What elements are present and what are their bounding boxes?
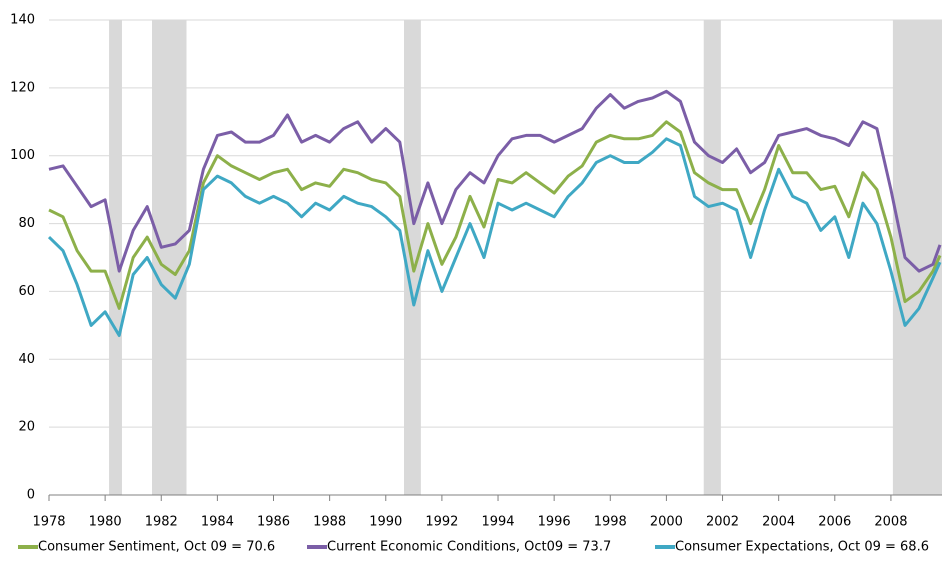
x-tick-label: 1990 [369, 515, 402, 530]
x-tick-label: 1986 [257, 515, 290, 530]
legend-label: Current Economic Conditions, Oct09 = 73.… [327, 540, 611, 555]
y-tick-label: 0 [27, 488, 35, 503]
legend-label: Consumer Expectations, Oct 09 = 68.6 [675, 540, 929, 555]
y-tick-label: 80 [18, 216, 35, 231]
x-tick-label: 1984 [201, 515, 234, 530]
x-tick-label: 1994 [481, 515, 514, 530]
x-tick-label: 2000 [650, 515, 683, 530]
x-tick-label: 1988 [313, 515, 346, 530]
x-tick-label: 2004 [762, 515, 795, 530]
x-tick-label: 1980 [89, 515, 122, 530]
y-tick-label: 120 [10, 80, 35, 95]
y-tick-label: 20 [18, 420, 35, 435]
x-tick-label: 1992 [425, 515, 458, 530]
y-tick-label: 100 [10, 148, 35, 163]
x-tick-label: 1978 [32, 515, 65, 530]
x-tick-label: 1982 [145, 515, 178, 530]
x-tick-label: 1998 [594, 515, 627, 530]
y-tick-label: 60 [18, 284, 35, 299]
series-line [47, 137, 942, 337]
recession-band [703, 20, 721, 495]
recession-band [892, 20, 942, 495]
series-line [48, 89, 942, 273]
legend-label: Consumer Sentiment, Oct 09 = 70.6 [38, 540, 275, 555]
x-tick-label: 2006 [818, 515, 851, 530]
y-tick-label: 40 [18, 352, 35, 367]
series-line [48, 120, 942, 310]
y-tick-label: 140 [10, 13, 35, 28]
x-tick-label: 1996 [538, 515, 571, 530]
x-tick-label: 2008 [874, 515, 907, 530]
x-tick-label: 2002 [706, 515, 739, 530]
